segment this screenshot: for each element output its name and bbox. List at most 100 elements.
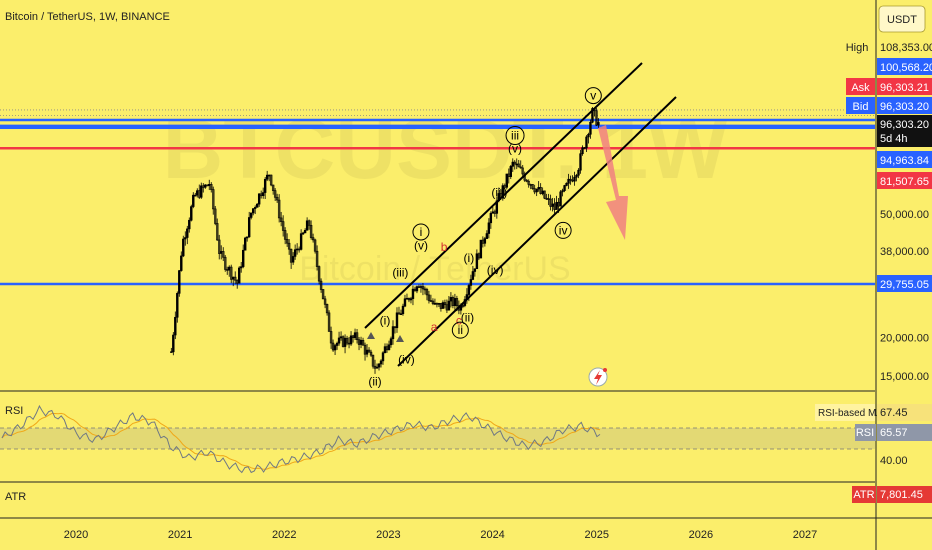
candle-body bbox=[369, 351, 373, 356]
candle-body bbox=[251, 208, 255, 214]
wave-label: (iv) bbox=[398, 352, 415, 366]
candle-body bbox=[174, 316, 177, 336]
wave-label: (iii) bbox=[392, 265, 408, 279]
candle-body bbox=[361, 339, 365, 346]
candle-body bbox=[222, 251, 225, 258]
candle-body bbox=[469, 279, 473, 286]
candle-body bbox=[267, 174, 271, 177]
candle-body bbox=[287, 242, 291, 250]
candle-body bbox=[563, 185, 566, 191]
x-tick-label: 2027 bbox=[793, 529, 817, 541]
candle-body bbox=[523, 173, 526, 181]
x-tick-label: 2021 bbox=[168, 529, 192, 541]
marker-triangle bbox=[367, 332, 375, 339]
candle-body bbox=[495, 200, 499, 214]
candle-body bbox=[421, 286, 425, 290]
wave-label: b bbox=[441, 240, 448, 254]
candle-body bbox=[275, 196, 279, 201]
candle-body bbox=[337, 337, 341, 344]
candle-body bbox=[257, 193, 261, 205]
candle-body bbox=[471, 271, 475, 280]
rsi-value-bg bbox=[877, 424, 932, 441]
wave-label: c bbox=[456, 314, 462, 328]
candle-body bbox=[249, 212, 253, 218]
wave-circle bbox=[554, 221, 572, 239]
candle-body bbox=[505, 173, 508, 188]
candle-body bbox=[561, 190, 564, 193]
rsi-band bbox=[0, 428, 875, 449]
channel-lower-line bbox=[397, 96, 677, 367]
horizontal-levels[interactable] bbox=[0, 109, 875, 286]
candle-body bbox=[240, 266, 243, 269]
candle-body bbox=[245, 236, 249, 239]
candle-body bbox=[425, 289, 429, 296]
price-tag-bg bbox=[877, 151, 932, 168]
candle-body bbox=[214, 208, 217, 224]
time-axis[interactable]: 2020 2021 2022 2023 2024 2025 2026 2027 bbox=[0, 517, 932, 541]
candle-body bbox=[575, 174, 578, 178]
candle-body bbox=[403, 298, 407, 307]
candle-body bbox=[525, 179, 528, 182]
wave-label: ii bbox=[458, 323, 463, 337]
candle-body bbox=[353, 332, 357, 339]
candle-body bbox=[273, 190, 277, 198]
candle-body bbox=[241, 249, 245, 267]
candle-body bbox=[511, 161, 514, 167]
candle-body bbox=[335, 342, 339, 346]
price-tag-value: 108,353.00 bbox=[880, 42, 932, 54]
price-tag-value: 96,303.21 bbox=[880, 82, 929, 94]
candle-body bbox=[577, 169, 580, 176]
candle-body bbox=[271, 184, 275, 191]
price-tag-name: Bid bbox=[853, 101, 869, 113]
candle-body bbox=[281, 221, 285, 231]
candle-body bbox=[188, 219, 191, 230]
candle-body bbox=[449, 297, 453, 302]
candle-body bbox=[501, 185, 505, 199]
candle-body bbox=[343, 337, 347, 347]
candle-body bbox=[489, 213, 493, 224]
candle-body bbox=[289, 248, 293, 263]
x-tick-label: 2020 bbox=[64, 529, 88, 541]
candle-body bbox=[182, 238, 185, 257]
candle-body bbox=[363, 344, 367, 355]
candle-body bbox=[321, 289, 325, 300]
candle-body bbox=[487, 222, 491, 234]
candle-body bbox=[371, 354, 375, 367]
candle-body bbox=[473, 268, 477, 272]
candle-body bbox=[597, 122, 600, 126]
price-tag-bg bbox=[877, 38, 932, 55]
rsi-pane: RSI bbox=[0, 390, 875, 474]
candle-body bbox=[443, 302, 447, 306]
candle-body bbox=[307, 220, 311, 226]
wave-label: a bbox=[431, 320, 438, 334]
candle-body bbox=[591, 108, 594, 123]
candle-body bbox=[176, 293, 179, 318]
candle-body bbox=[491, 211, 495, 214]
candle-body bbox=[589, 121, 592, 135]
candle-body bbox=[391, 326, 395, 340]
candle-body bbox=[405, 297, 409, 300]
candle-body bbox=[224, 256, 227, 270]
candle-body bbox=[383, 346, 387, 354]
drawings bbox=[367, 125, 628, 387]
candle-body bbox=[565, 183, 568, 186]
candle-body bbox=[377, 363, 381, 368]
price-scale[interactable]: USDT 50,000.00 38,000.00 20,000.00 15,000.00… bbox=[815, 0, 932, 550]
candle-body bbox=[295, 248, 299, 251]
wave-label: (iii) bbox=[491, 185, 507, 199]
candle-body bbox=[365, 349, 369, 355]
x-tick-label: 2024 bbox=[480, 529, 504, 541]
x-tick-label: 2022 bbox=[272, 529, 296, 541]
rsi-ma-tag-name: RSI-based MA bbox=[818, 408, 883, 419]
chart-title: Bitcoin / TetherUS, 1W, BINANCE bbox=[5, 11, 170, 23]
candle-body bbox=[243, 237, 247, 251]
wave-label: (ii) bbox=[461, 311, 474, 325]
candle-body bbox=[285, 239, 289, 244]
candle-body bbox=[184, 237, 187, 240]
y-tick-label: 38,000.00 bbox=[880, 246, 929, 258]
candle-body bbox=[447, 300, 451, 311]
candle-body bbox=[208, 184, 211, 186]
candle-body bbox=[238, 267, 241, 284]
rsi-tag-name: RSI bbox=[856, 427, 874, 439]
